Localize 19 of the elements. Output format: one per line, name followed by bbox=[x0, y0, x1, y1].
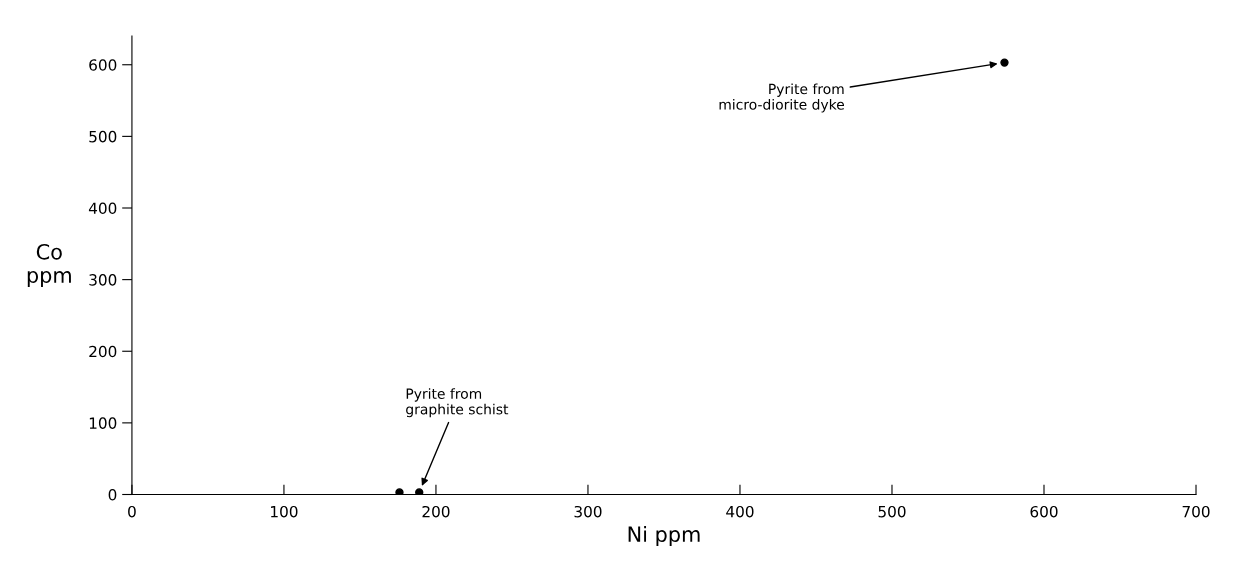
annotation: Pyrite from micro-diorite dyke bbox=[719, 83, 845, 113]
y-tick-label: 600 bbox=[89, 59, 117, 71]
x-tick-label: 0 bbox=[128, 505, 136, 518]
x-tick-label: 600 bbox=[1030, 505, 1058, 518]
y-axis-title: Co ppm bbox=[27, 243, 71, 288]
annotation: Pyrite from graphite schist bbox=[406, 388, 509, 418]
x-tick-label: 400 bbox=[726, 505, 754, 518]
y-tick-label: 500 bbox=[89, 130, 117, 143]
y-tick-label: 100 bbox=[89, 417, 117, 429]
x-tick-label: 200 bbox=[422, 505, 450, 518]
x-tick-label: 100 bbox=[271, 505, 298, 518]
y-tick-label: 300 bbox=[89, 274, 117, 286]
x-tick-label: 700 bbox=[1182, 505, 1210, 518]
x-tick-label: 300 bbox=[574, 505, 602, 518]
y-tick-label: 200 bbox=[89, 345, 117, 358]
x-tick-label: 500 bbox=[878, 505, 906, 518]
y-tick-label: 0 bbox=[108, 488, 117, 501]
y-tick-label: 400 bbox=[88, 202, 117, 215]
x-axis-title: Ni ppm bbox=[628, 525, 700, 547]
